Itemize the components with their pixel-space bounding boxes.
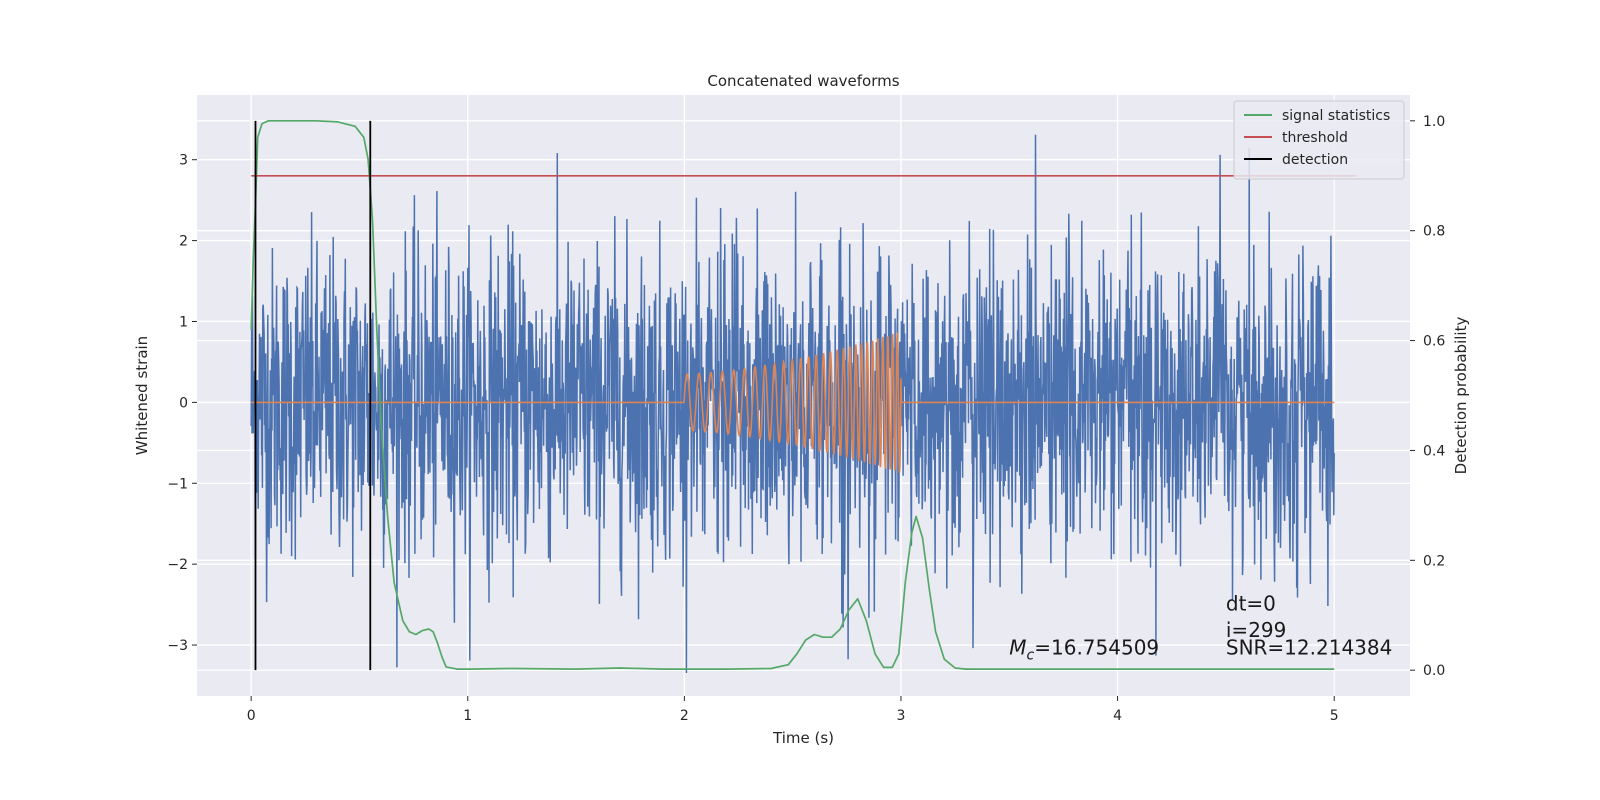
- chirp-mass-subscript: c: [1027, 648, 1035, 664]
- legend: signal statistics threshold detection: [1233, 100, 1405, 180]
- y-tick-label: 3: [179, 153, 188, 169]
- y-tick-label: −2: [167, 557, 188, 573]
- injected-chirp-line: [251, 332, 1335, 473]
- chirp-mass-annotation: Mc=16.754509: [1009, 636, 1159, 664]
- legend-label: threshold: [1282, 130, 1348, 146]
- x-tick-label: 0: [247, 708, 256, 724]
- signal-statistics-line: [250, 119, 1335, 670]
- right-y-tick-label: 0.2: [1423, 553, 1445, 569]
- right-y-tick-label: 0.6: [1423, 334, 1445, 350]
- chart-title: Concatenated waveforms: [707, 72, 899, 90]
- legend-box: [1233, 100, 1405, 180]
- x-tick-label: 5: [1330, 708, 1339, 724]
- snr-annotation: SNR=12.214384: [1226, 636, 1392, 660]
- index-annotation: i=299: [1226, 618, 1287, 642]
- dt-annotation: dt=0: [1226, 591, 1276, 615]
- right-y-tick-label: 0.0: [1423, 663, 1445, 679]
- legend-label: signal statistics: [1282, 108, 1390, 124]
- y-axis-label: Whitened strain: [133, 336, 151, 455]
- y-tick-label: −3: [167, 638, 188, 654]
- y-tick-label: 0: [179, 395, 188, 411]
- y-tick-label: −1: [167, 476, 188, 492]
- y-tick-label: 1: [179, 314, 188, 330]
- x-tick-label: 1: [463, 708, 472, 724]
- right-y-tick-label: 0.8: [1423, 224, 1445, 240]
- right-y-tick-label: 0.4: [1423, 443, 1445, 459]
- chirp-mass-symbol: M: [1009, 636, 1026, 660]
- plot-lines: [250, 119, 1356, 674]
- tick-marks: 0 1 2 3 4 5 −3 −2 −1 0 1 2 3 0.0 0.2 0.4 0.6 0.8 1.0: [167, 114, 1445, 724]
- right-y-axis-label: Detection probability: [1452, 317, 1470, 475]
- legend-label: detection: [1282, 152, 1348, 168]
- x-axis-label: Time (s): [772, 729, 834, 747]
- x-tick-label: 2: [680, 708, 689, 724]
- x-tick-label: 3: [897, 708, 906, 724]
- strain-noise-line: [250, 134, 1335, 674]
- right-y-tick-label: 1.0: [1423, 114, 1445, 130]
- x-tick-label: 4: [1113, 708, 1122, 724]
- chirp-mass-value: =16.754509: [1034, 636, 1159, 660]
- y-tick-label: 2: [179, 234, 188, 250]
